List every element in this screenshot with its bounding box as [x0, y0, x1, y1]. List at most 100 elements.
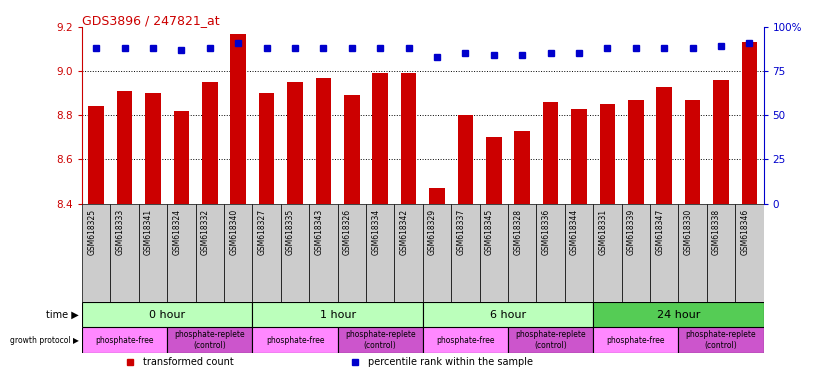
Bar: [741, 42, 757, 204]
Text: phosphate-free: phosphate-free: [266, 336, 324, 344]
Bar: [713, 80, 729, 204]
Bar: [231, 33, 246, 204]
Bar: [543, 102, 558, 204]
Text: GSM618329: GSM618329: [428, 209, 437, 255]
Text: GSM618343: GSM618343: [314, 209, 323, 255]
Bar: [628, 100, 644, 204]
Bar: [508, 327, 594, 353]
Bar: [621, 204, 650, 302]
Text: GSM618327: GSM618327: [258, 209, 267, 255]
Text: GSM618336: GSM618336: [542, 209, 551, 255]
Text: GSM618346: GSM618346: [741, 209, 750, 255]
Bar: [508, 204, 536, 302]
Text: GSM618332: GSM618332: [201, 209, 210, 255]
Bar: [678, 327, 764, 353]
Text: time ▶: time ▶: [46, 310, 79, 319]
Text: GSM618339: GSM618339: [626, 209, 635, 255]
Bar: [337, 327, 423, 353]
Bar: [423, 302, 594, 327]
Bar: [515, 131, 530, 204]
Bar: [486, 137, 502, 204]
Bar: [423, 204, 452, 302]
Text: GSM618326: GSM618326: [343, 209, 352, 255]
Text: phosphate-free: phosphate-free: [607, 336, 665, 344]
Bar: [594, 204, 621, 302]
Bar: [117, 91, 132, 204]
Text: GDS3896 / 247821_at: GDS3896 / 247821_at: [82, 14, 220, 27]
Bar: [594, 302, 764, 327]
Bar: [259, 93, 274, 204]
Bar: [202, 82, 218, 204]
Bar: [139, 204, 167, 302]
Bar: [174, 111, 190, 204]
Bar: [599, 104, 615, 204]
Bar: [167, 204, 195, 302]
Text: 24 hour: 24 hour: [657, 310, 700, 319]
Text: GSM618345: GSM618345: [484, 209, 493, 255]
Bar: [536, 204, 565, 302]
Bar: [253, 204, 281, 302]
Text: GSM618347: GSM618347: [655, 209, 664, 255]
Text: transformed count: transformed count: [144, 357, 234, 367]
Text: GSM618333: GSM618333: [116, 209, 125, 255]
Text: 0 hour: 0 hour: [149, 310, 186, 319]
Bar: [457, 115, 473, 204]
Text: GSM618330: GSM618330: [684, 209, 693, 255]
Bar: [310, 204, 337, 302]
Text: GSM618342: GSM618342: [400, 209, 409, 255]
Bar: [82, 327, 167, 353]
Bar: [253, 327, 337, 353]
Text: GSM618328: GSM618328: [513, 209, 522, 255]
Bar: [82, 204, 111, 302]
Text: 6 hour: 6 hour: [490, 310, 526, 319]
Bar: [656, 86, 672, 204]
Bar: [366, 204, 394, 302]
Text: GSM618325: GSM618325: [87, 209, 96, 255]
Bar: [571, 109, 587, 204]
Bar: [735, 204, 764, 302]
Bar: [253, 302, 423, 327]
Bar: [89, 106, 104, 204]
Bar: [401, 73, 416, 204]
Bar: [287, 82, 303, 204]
Bar: [707, 204, 735, 302]
Bar: [685, 100, 700, 204]
Text: percentile rank within the sample: percentile rank within the sample: [369, 357, 534, 367]
Bar: [429, 188, 445, 204]
Text: phosphate-replete
(control): phosphate-replete (control): [686, 330, 756, 350]
Bar: [678, 204, 707, 302]
Text: GSM618341: GSM618341: [144, 209, 153, 255]
Text: phosphate-replete
(control): phosphate-replete (control): [175, 330, 245, 350]
Bar: [145, 93, 161, 204]
Text: 1 hour: 1 hour: [319, 310, 355, 319]
Bar: [167, 327, 253, 353]
Text: GSM618338: GSM618338: [712, 209, 721, 255]
Bar: [82, 302, 253, 327]
Bar: [373, 73, 388, 204]
Text: GSM618335: GSM618335: [286, 209, 295, 255]
Bar: [423, 327, 508, 353]
Text: GSM618334: GSM618334: [371, 209, 380, 255]
Bar: [565, 204, 594, 302]
Text: GSM618340: GSM618340: [229, 209, 238, 255]
Bar: [195, 204, 224, 302]
Bar: [111, 204, 139, 302]
Text: phosphate-free: phosphate-free: [436, 336, 495, 344]
Text: GSM618324: GSM618324: [172, 209, 181, 255]
Bar: [224, 204, 253, 302]
Bar: [394, 204, 423, 302]
Bar: [594, 327, 678, 353]
Bar: [337, 204, 366, 302]
Bar: [452, 204, 479, 302]
Text: phosphate-replete
(control): phosphate-replete (control): [345, 330, 415, 350]
Text: growth protocol ▶: growth protocol ▶: [10, 336, 79, 344]
Bar: [650, 204, 678, 302]
Bar: [344, 95, 360, 204]
Text: phosphate-replete
(control): phosphate-replete (control): [516, 330, 586, 350]
Bar: [281, 204, 310, 302]
Text: GSM618331: GSM618331: [599, 209, 608, 255]
Text: GSM618344: GSM618344: [570, 209, 579, 255]
Bar: [315, 78, 331, 204]
Text: GSM618337: GSM618337: [456, 209, 466, 255]
Text: phosphate-free: phosphate-free: [95, 336, 154, 344]
